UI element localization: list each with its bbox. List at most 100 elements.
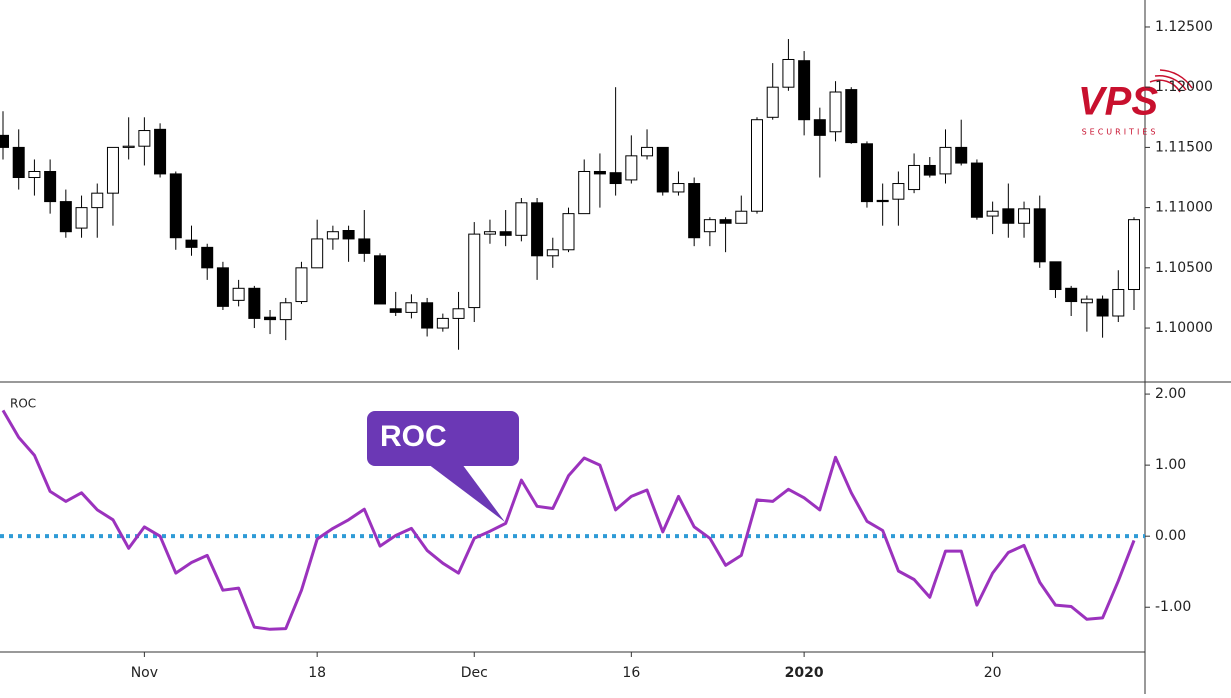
candle-body [468,233,481,309]
y-tick-label: 1.12000 [1155,79,1213,95]
candle-body [939,146,952,175]
candle-body [593,170,606,175]
candle-body [908,164,921,191]
candle-body [374,255,386,305]
panel-title: ROC [10,397,36,411]
annotation: ROC [367,411,519,522]
candle-body [279,302,292,321]
candle-body [326,231,339,240]
annotation-text: ROC [380,420,447,453]
candle-body [138,130,151,147]
x-tick-label: 18 [308,665,326,681]
candle-body [28,170,41,179]
candle-body [436,317,449,329]
candle-body [798,60,811,121]
y-tick-label: 1.12500 [1155,19,1213,35]
candle-body [719,219,732,224]
candle-body [578,170,591,215]
candle-body [342,230,355,240]
candle-body [515,202,528,236]
candle-body [751,119,763,212]
annotation-box [367,411,519,466]
logo-name: VPS [1078,80,1158,124]
candle-body [955,146,968,164]
y-tick-label: -1.00 [1155,599,1191,615]
candle-body [421,302,434,329]
candle-body [169,173,182,239]
candle-body [609,172,622,185]
annotation-pointer [428,464,505,522]
candle-body [0,134,9,148]
candle-body [845,89,858,144]
candle-body [216,267,229,307]
candle-body [232,287,245,301]
candle-body [154,128,167,175]
candle-body [1096,298,1109,317]
logo: VPS SECURITIES [1078,69,1193,137]
candle-body [829,91,842,133]
candle-body [358,238,371,254]
y-tick-label: 1.10000 [1155,320,1213,336]
candle-body [1080,298,1093,304]
logo-arcs [1149,69,1193,93]
candle-body [735,210,748,224]
candle-body [703,219,716,233]
roc-line [1,409,1136,631]
y-tick-label: 0.00 [1155,528,1186,544]
candle-body [766,86,779,118]
candle-body [546,249,559,257]
candle-body [672,183,685,193]
candle-body [44,170,57,203]
y-tick-label: 2.00 [1155,386,1186,402]
x-tick-label: 20 [984,665,1002,681]
y-tick-label: 1.11500 [1155,139,1213,155]
y-tick-label: 1.11000 [1155,200,1213,216]
candle-body [1049,261,1062,291]
candle-body [860,143,873,203]
candle-body [106,146,119,194]
candle-body [122,145,135,148]
x-tick-label: Nov [131,665,158,681]
x-tick-label: 2020 [785,665,824,681]
candle-body [876,199,889,203]
y-tick-label: 1.00 [1155,457,1186,473]
x-tick-label: 16 [622,665,640,681]
candle-body [782,58,795,88]
candle-body [248,287,261,319]
candle-body [531,202,544,257]
candle-body [1112,289,1125,317]
candle-body [1128,219,1140,291]
candle-body [405,302,418,313]
candle-body [483,231,496,235]
candle-body [452,308,465,319]
y-tick-label: 1.10500 [1155,260,1213,276]
candle-body [499,231,512,236]
candle-body [311,238,324,269]
candle-body [1033,208,1046,263]
candle-body [201,246,214,269]
candle-body [1018,208,1031,224]
candle-body [1002,208,1015,224]
candle-body [562,213,575,251]
candle-body [923,164,936,176]
candle-body [656,146,669,193]
candle-body [389,308,402,313]
candle-body [185,239,198,248]
candle-body [688,183,701,239]
candle-body [625,155,638,181]
logo-subtitle: SECURITIES [1082,128,1159,137]
candle-body [264,316,277,321]
candle-body [813,119,826,136]
candle-body [91,192,104,209]
candle-body [59,201,72,233]
candle-body [892,183,905,200]
candle-body [295,267,308,303]
candle-body [641,146,654,157]
x-tick-label: Dec [461,665,488,681]
candle-body [1065,287,1078,303]
candle-body [986,210,999,217]
candle-body [75,207,88,229]
candle-body [12,146,25,179]
candle-body [970,162,983,218]
